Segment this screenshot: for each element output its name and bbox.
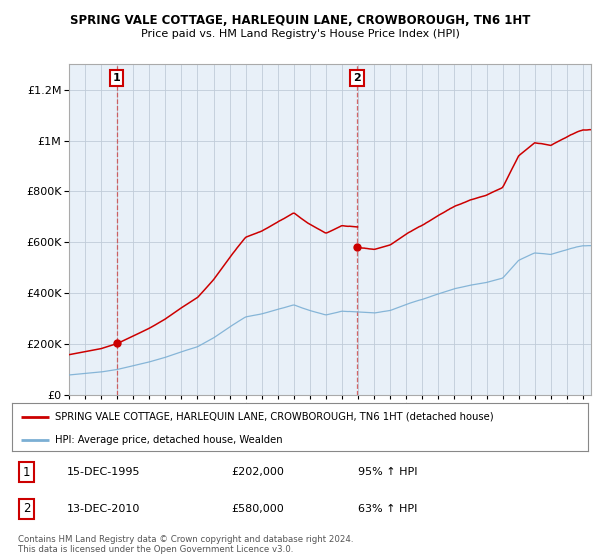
Text: £580,000: £580,000: [231, 504, 284, 514]
Text: 1: 1: [23, 466, 30, 479]
Text: Price paid vs. HM Land Registry's House Price Index (HPI): Price paid vs. HM Land Registry's House …: [140, 29, 460, 39]
Text: 15-DEC-1995: 15-DEC-1995: [67, 468, 140, 478]
Text: SPRING VALE COTTAGE, HARLEQUIN LANE, CROWBOROUGH, TN6 1HT: SPRING VALE COTTAGE, HARLEQUIN LANE, CRO…: [70, 14, 530, 27]
Text: 2: 2: [23, 502, 30, 515]
Text: SPRING VALE COTTAGE, HARLEQUIN LANE, CROWBOROUGH, TN6 1HT (detached house): SPRING VALE COTTAGE, HARLEQUIN LANE, CRO…: [55, 412, 494, 422]
Text: 95% ↑ HPI: 95% ↑ HPI: [358, 468, 417, 478]
Text: 13-DEC-2010: 13-DEC-2010: [67, 504, 140, 514]
Text: 63% ↑ HPI: 63% ↑ HPI: [358, 504, 417, 514]
Text: HPI: Average price, detached house, Wealden: HPI: Average price, detached house, Weal…: [55, 435, 283, 445]
Text: Contains HM Land Registry data © Crown copyright and database right 2024.
This d: Contains HM Land Registry data © Crown c…: [18, 535, 353, 554]
Text: £202,000: £202,000: [231, 468, 284, 478]
Text: 2: 2: [353, 73, 361, 83]
Text: 1: 1: [113, 73, 121, 83]
